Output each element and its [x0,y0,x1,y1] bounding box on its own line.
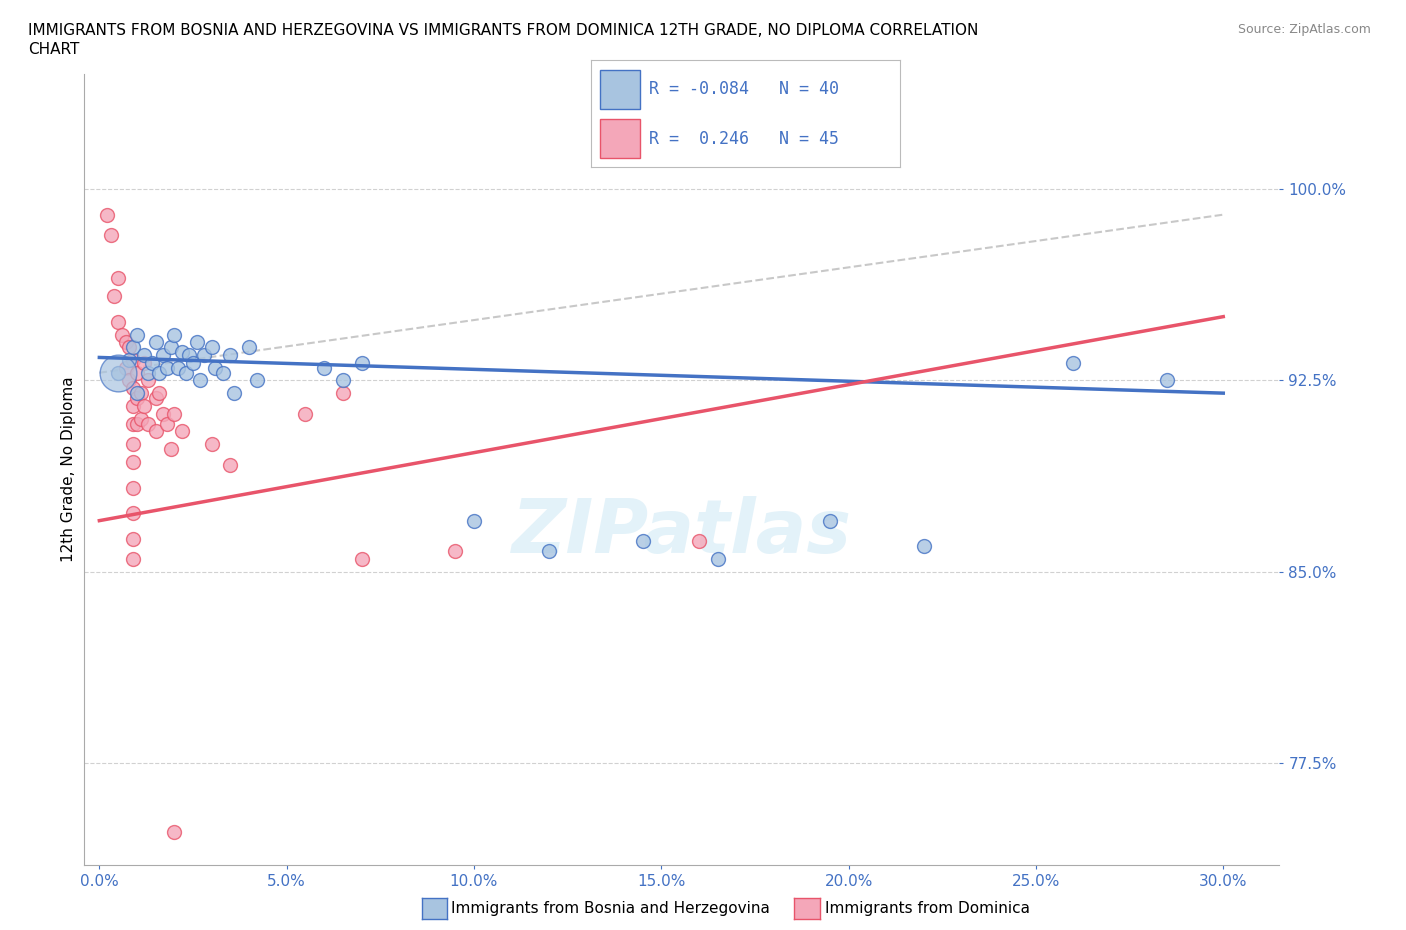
Point [111,327,134,342]
Point [174,365,197,380]
Point [156,417,179,432]
Point [193,348,215,363]
Point [145,424,167,439]
Point [107,365,129,380]
Point [631,534,654,549]
Text: R =  0.246   N = 45: R = 0.246 N = 45 [650,129,839,148]
Point [181,355,204,370]
Point [129,411,152,426]
Point [103,289,125,304]
Point [96,207,118,222]
Point [122,339,145,354]
Point [122,380,145,395]
Point [350,551,373,566]
Point [167,360,190,375]
Point [122,531,145,546]
Point [129,386,152,401]
Text: R = -0.084   N = 40: R = -0.084 N = 40 [650,80,839,99]
Point [179,348,201,363]
Point [134,355,156,370]
Point [332,373,354,388]
Point [246,373,269,388]
Text: CHART: CHART [28,42,80,57]
Point [1156,373,1178,388]
Point [219,348,242,363]
Point [314,360,336,375]
Point [163,824,186,839]
Point [125,417,148,432]
Point [125,391,148,405]
Point [148,386,170,401]
Point [114,335,136,350]
Point [224,386,246,401]
Point [170,345,193,360]
Text: ZIPatlas: ZIPatlas [512,497,852,569]
Point [122,417,145,432]
Point [125,365,148,380]
Point [136,417,159,432]
Point [107,314,129,329]
Point [444,544,467,559]
Point [463,513,485,528]
Point [170,424,193,439]
Point [122,551,145,566]
Point [219,458,242,472]
Point [912,538,935,553]
Point [118,339,141,354]
Point [201,339,224,354]
Point [156,360,179,375]
Y-axis label: 12th Grade, No Diploma: 12th Grade, No Diploma [60,377,76,563]
Point [148,365,170,380]
Point [688,534,710,549]
Point [163,327,186,342]
Point [212,365,235,380]
Point [122,352,145,367]
Text: IMMIGRANTS FROM BOSNIA AND HERZEGOVINA VS IMMIGRANTS FROM DOMINICA 12TH GRADE, N: IMMIGRANTS FROM BOSNIA AND HERZEGOVINA V… [28,23,979,38]
Point [332,386,354,401]
Point [152,406,174,421]
Point [152,348,174,363]
Point [204,360,226,375]
Text: Source: ZipAtlas.com: Source: ZipAtlas.com [1237,23,1371,36]
Point [122,398,145,413]
Point [159,339,181,354]
Point [145,335,167,350]
Point [1062,355,1084,370]
Point [107,365,129,380]
Point [136,373,159,388]
Point [100,228,122,243]
Point [134,348,156,363]
Point [107,271,129,286]
Bar [600,70,640,109]
Point [145,391,167,405]
Point [118,352,141,367]
Text: Immigrants from Dominica: Immigrants from Dominica [825,901,1031,916]
Point [190,373,212,388]
Point [118,373,141,388]
Point [122,455,145,470]
Point [122,480,145,495]
Point [122,437,145,452]
Point [125,386,148,401]
Point [818,513,841,528]
Point [163,406,186,421]
Point [122,506,145,521]
Point [238,339,260,354]
Point [706,551,728,566]
Point [125,327,148,342]
Point [294,406,316,421]
Point [159,442,181,457]
Point [537,544,560,559]
Point [141,355,163,370]
Text: Immigrants from Bosnia and Herzegovina: Immigrants from Bosnia and Herzegovina [451,901,770,916]
Point [201,437,224,452]
Point [350,355,373,370]
Point [186,335,208,350]
Bar [600,119,640,158]
Point [114,360,136,375]
Point [136,365,159,380]
Point [134,398,156,413]
